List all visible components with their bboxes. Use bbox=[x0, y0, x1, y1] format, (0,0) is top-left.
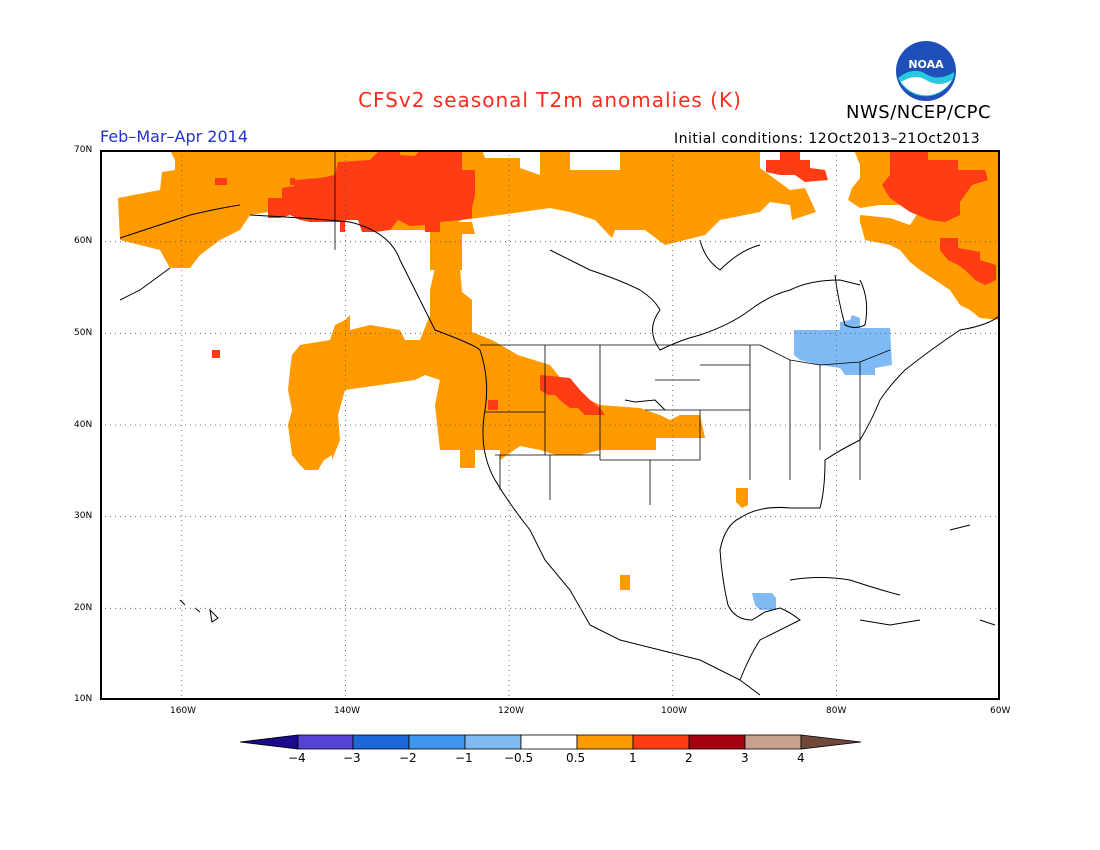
lon-label-100w: 100W bbox=[661, 706, 688, 716]
lat-label-60n: 60N bbox=[74, 236, 93, 246]
legend-label-3: 3 bbox=[741, 751, 749, 765]
lon-label-120w: 120W bbox=[498, 706, 525, 716]
legend-swatch-05-1 bbox=[576, 734, 634, 750]
anomaly-hot-oregon-spot bbox=[488, 400, 498, 410]
lat-label-70n: 70N bbox=[74, 145, 93, 155]
legend-swatch-above-4 bbox=[800, 734, 862, 750]
legend-label-neg1: −1 bbox=[455, 751, 473, 765]
anomaly-shading bbox=[118, 150, 1000, 610]
initial-conditions: Initial conditions: 12Oct2013–21Oct2013 bbox=[674, 131, 981, 147]
legend-label-neg05: −0.5 bbox=[504, 751, 534, 765]
anomaly-hot-western-canada bbox=[268, 150, 475, 232]
anomaly-warm-gulf-coast bbox=[736, 488, 748, 508]
season-label: Feb–Mar–Apr 2014 bbox=[100, 127, 248, 146]
anomaly-warm-mexico-spot bbox=[620, 575, 630, 590]
noaa-logo: NOAA bbox=[896, 41, 956, 101]
legend-swatch-below-neg4 bbox=[240, 734, 299, 750]
anomaly-hot-greenland bbox=[882, 150, 988, 222]
lat-label-50n: 50N bbox=[74, 328, 93, 338]
lon-label-140w: 140W bbox=[334, 706, 361, 716]
legend-swatch-neg2-neg1 bbox=[408, 734, 466, 750]
logo-text: NOAA bbox=[908, 58, 944, 71]
legend-swatch-1-2 bbox=[632, 734, 690, 750]
legend-swatch-3-4 bbox=[744, 734, 802, 750]
legend-label-4: 4 bbox=[797, 751, 805, 765]
legend-label-2: 2 bbox=[685, 751, 693, 765]
map-frame bbox=[100, 150, 1000, 700]
gridlines bbox=[100, 150, 1000, 700]
anomaly-hot-northern-rockies bbox=[540, 375, 605, 415]
anomaly-cool-ontario bbox=[794, 315, 892, 375]
lat-label-20n: 20N bbox=[74, 603, 93, 613]
lat-label-10n: 10N bbox=[74, 694, 93, 704]
lat-label-30n: 30N bbox=[74, 511, 93, 521]
coastlines bbox=[119, 204, 1000, 696]
lon-label-60w: 60W bbox=[990, 706, 1011, 716]
legend-swatch-neg4-neg3 bbox=[297, 734, 354, 750]
legend-label-1: 1 bbox=[629, 751, 637, 765]
lon-label-160w: 160W bbox=[170, 706, 197, 716]
map-title: CFSv2 seasonal T2m anomalies (K) bbox=[358, 88, 742, 112]
legend-swatch-neg1-neg05 bbox=[464, 734, 522, 750]
legend-label-neg3: −3 bbox=[343, 751, 361, 765]
legend-label-05: 0.5 bbox=[566, 751, 586, 765]
legend-swatch-2-3 bbox=[688, 734, 746, 750]
legend-label-neg2: −2 bbox=[399, 751, 417, 765]
legend-label-neg4: −4 bbox=[288, 751, 306, 765]
anomaly-hot-labrador bbox=[940, 238, 996, 285]
lon-label-80w: 80W bbox=[826, 706, 847, 716]
anomaly-warm-western-us bbox=[288, 268, 705, 470]
lat-label-40n: 40N bbox=[74, 420, 93, 430]
anomaly-cool-yucatan bbox=[752, 593, 776, 610]
anomaly-map bbox=[100, 150, 1000, 700]
agency-label: NWS/NCEP/CPC bbox=[846, 102, 992, 123]
anomaly-hot-arctic-archipelago bbox=[766, 152, 828, 182]
legend-swatch-neg3-neg2 bbox=[352, 734, 410, 750]
legend-swatch-neutral bbox=[520, 734, 578, 750]
color-legend bbox=[240, 734, 862, 750]
